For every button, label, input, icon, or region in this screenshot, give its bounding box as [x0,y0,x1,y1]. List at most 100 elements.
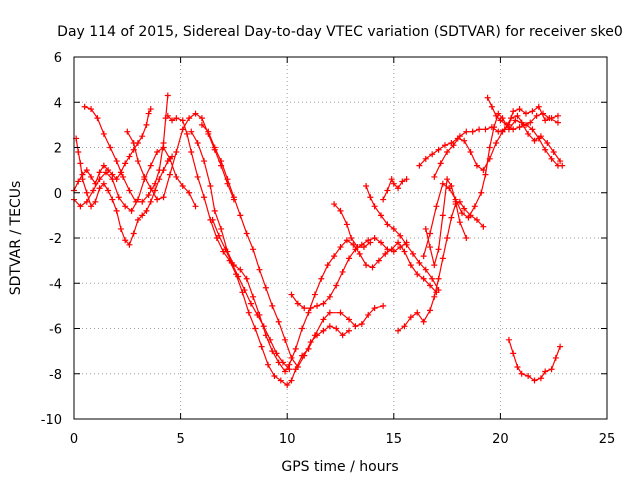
y-tick-label: 0 [54,187,62,202]
series-line [425,178,467,266]
data-point [429,151,436,158]
data-point [380,302,387,309]
data-point [147,198,154,205]
data-point [102,169,109,176]
y-tick-label: 2 [54,142,62,157]
data-point [557,158,564,165]
data-point [522,121,529,128]
data-point [243,230,250,237]
data-point [461,137,468,144]
data-point [254,311,261,318]
data-point [510,126,517,133]
data-point [267,336,274,343]
data-point [420,253,427,260]
x-tick-label: 0 [70,432,78,447]
data-point [403,241,410,248]
data-point [478,189,485,196]
data-point [531,377,538,384]
data-point [218,158,225,165]
data-point [207,182,214,189]
data-point [378,212,385,219]
data-point [83,167,90,174]
data-point [510,108,517,115]
data-point [194,173,201,180]
data-point [384,246,391,253]
data-point [463,235,470,241]
data-point [96,185,103,192]
data-point [294,300,301,307]
data-point [407,262,414,269]
data-point [228,259,235,266]
x-tick-label: 20 [492,432,509,447]
data-point [356,250,363,257]
series-line [487,97,563,167]
x-tick-label: 15 [386,432,403,447]
data-point [166,155,173,162]
y-tick-label: 4 [54,96,62,111]
data-point [122,160,129,167]
data-point [390,248,397,255]
series-line [190,131,437,373]
series-9 [209,216,293,373]
data-point [446,185,453,192]
data-point [218,225,225,232]
data-point [250,246,257,253]
data-point [395,327,402,334]
data-point [390,225,397,232]
data-point [301,305,308,312]
data-point [273,350,280,357]
data-point [201,194,208,201]
data-point [134,158,141,165]
data-point [339,332,346,339]
data-point [141,173,148,180]
data-point [126,241,133,248]
data-point [179,117,186,124]
data-point [339,268,346,275]
x-tick-label: 25 [599,432,616,447]
data-point [548,115,555,122]
data-point [452,196,459,203]
data-point [527,119,534,126]
series-20 [505,336,564,384]
data-point [497,117,504,124]
data-point [100,130,107,137]
data-point [333,282,340,289]
data-point [320,316,327,323]
y-tick-label: -8 [49,368,62,383]
data-point [439,180,446,187]
data-point [277,377,284,384]
data-point [245,309,252,316]
data-point [211,207,218,214]
data-point [435,275,442,282]
data-point [209,216,216,223]
data-point [100,162,107,169]
data-point [143,121,150,128]
data-point [535,103,542,110]
data-point [173,115,180,122]
data-point [311,291,318,298]
data-point [122,203,129,210]
data-point [480,223,487,230]
data-point [409,250,416,257]
data-point [397,244,404,251]
data-point [88,173,95,180]
data-point [390,180,397,187]
data-point [414,271,421,278]
y-tick-label: -2 [49,232,62,247]
data-point [324,262,331,269]
data-point [337,207,344,214]
data-point [237,212,244,219]
data-point [160,194,167,201]
data-point [354,244,361,251]
data-point [505,336,512,343]
data-point [265,361,272,368]
data-point [166,171,173,178]
data-point [439,255,446,262]
data-point [346,316,353,323]
data-point [156,167,163,174]
data-point [292,345,299,352]
data-point [320,327,327,334]
data-point [512,117,519,124]
data-point [260,323,267,330]
